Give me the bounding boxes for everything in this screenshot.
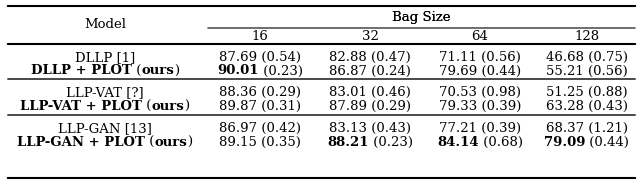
- Text: LLP-GAN [13]: LLP-GAN [13]: [58, 122, 152, 135]
- Text: 71.11 (0.56): 71.11 (0.56): [439, 51, 521, 64]
- Text: 79.69 (0.44): 79.69 (0.44): [439, 64, 521, 78]
- Text: ): ): [184, 100, 189, 112]
- Text: 70.53 (0.98): 70.53 (0.98): [439, 86, 521, 99]
- Text: ours: ours: [152, 100, 184, 112]
- Text: 77.21 (0.39): 77.21 (0.39): [439, 122, 521, 135]
- Text: 88.21: 88.21: [327, 136, 369, 149]
- Text: (0.44): (0.44): [586, 136, 629, 149]
- Text: 82.88 (0.47): 82.88 (0.47): [329, 51, 411, 64]
- Text: 64: 64: [472, 29, 488, 43]
- Text: 51.25 (0.88): 51.25 (0.88): [546, 86, 627, 99]
- Text: ): ): [174, 64, 179, 78]
- Text: 87.69 (0.54): 87.69 (0.54): [219, 51, 301, 64]
- Text: 89.87 (0.31): 89.87 (0.31): [219, 100, 301, 112]
- Text: 86.97 (0.42): 86.97 (0.42): [219, 122, 301, 135]
- Text: DLLP + PLOT: DLLP + PLOT: [31, 64, 132, 78]
- Text: ours: ours: [155, 136, 188, 149]
- Text: (: (: [132, 64, 141, 78]
- Text: 89.15 (0.35): 89.15 (0.35): [219, 136, 301, 149]
- Text: Bag Size: Bag Size: [392, 11, 451, 23]
- Text: 90.01: 90.01: [217, 64, 259, 78]
- Text: 79.33 (0.39): 79.33 (0.39): [439, 100, 521, 112]
- Text: ours: ours: [141, 64, 174, 78]
- Text: (: (: [142, 100, 152, 112]
- Text: 68.37 (1.21): 68.37 (1.21): [545, 122, 627, 135]
- Text: (: (: [145, 136, 155, 149]
- Text: (0.68): (0.68): [479, 136, 523, 149]
- Text: Bag Size: Bag Size: [392, 11, 451, 23]
- Text: 55.21 (0.56): 55.21 (0.56): [546, 64, 627, 78]
- Text: 63.28 (0.43): 63.28 (0.43): [545, 100, 627, 112]
- Text: LLP-VAT [?]: LLP-VAT [?]: [66, 86, 144, 99]
- Text: 16: 16: [252, 29, 268, 43]
- Text: LLP-VAT + PLOT: LLP-VAT + PLOT: [20, 100, 142, 112]
- Text: Model: Model: [84, 19, 126, 31]
- Text: 32: 32: [362, 29, 378, 43]
- Text: 83.13 (0.43): 83.13 (0.43): [329, 122, 411, 135]
- Text: 87.89 (0.29): 87.89 (0.29): [329, 100, 411, 112]
- Text: 88.36 (0.29): 88.36 (0.29): [219, 86, 301, 99]
- Text: 86.87 (0.24): 86.87 (0.24): [329, 64, 411, 78]
- Text: 83.01 (0.46): 83.01 (0.46): [329, 86, 411, 99]
- Text: (0.23): (0.23): [369, 136, 413, 149]
- Text: ): ): [188, 136, 193, 149]
- Text: LLP-GAN + PLOT: LLP-GAN + PLOT: [17, 136, 145, 149]
- Text: 128: 128: [574, 29, 599, 43]
- Text: 79.09: 79.09: [544, 136, 586, 149]
- Text: 46.68 (0.75): 46.68 (0.75): [545, 51, 627, 64]
- Text: DLLP [1]: DLLP [1]: [75, 51, 135, 64]
- Text: 84.14: 84.14: [437, 136, 479, 149]
- Text: (0.23): (0.23): [259, 64, 303, 78]
